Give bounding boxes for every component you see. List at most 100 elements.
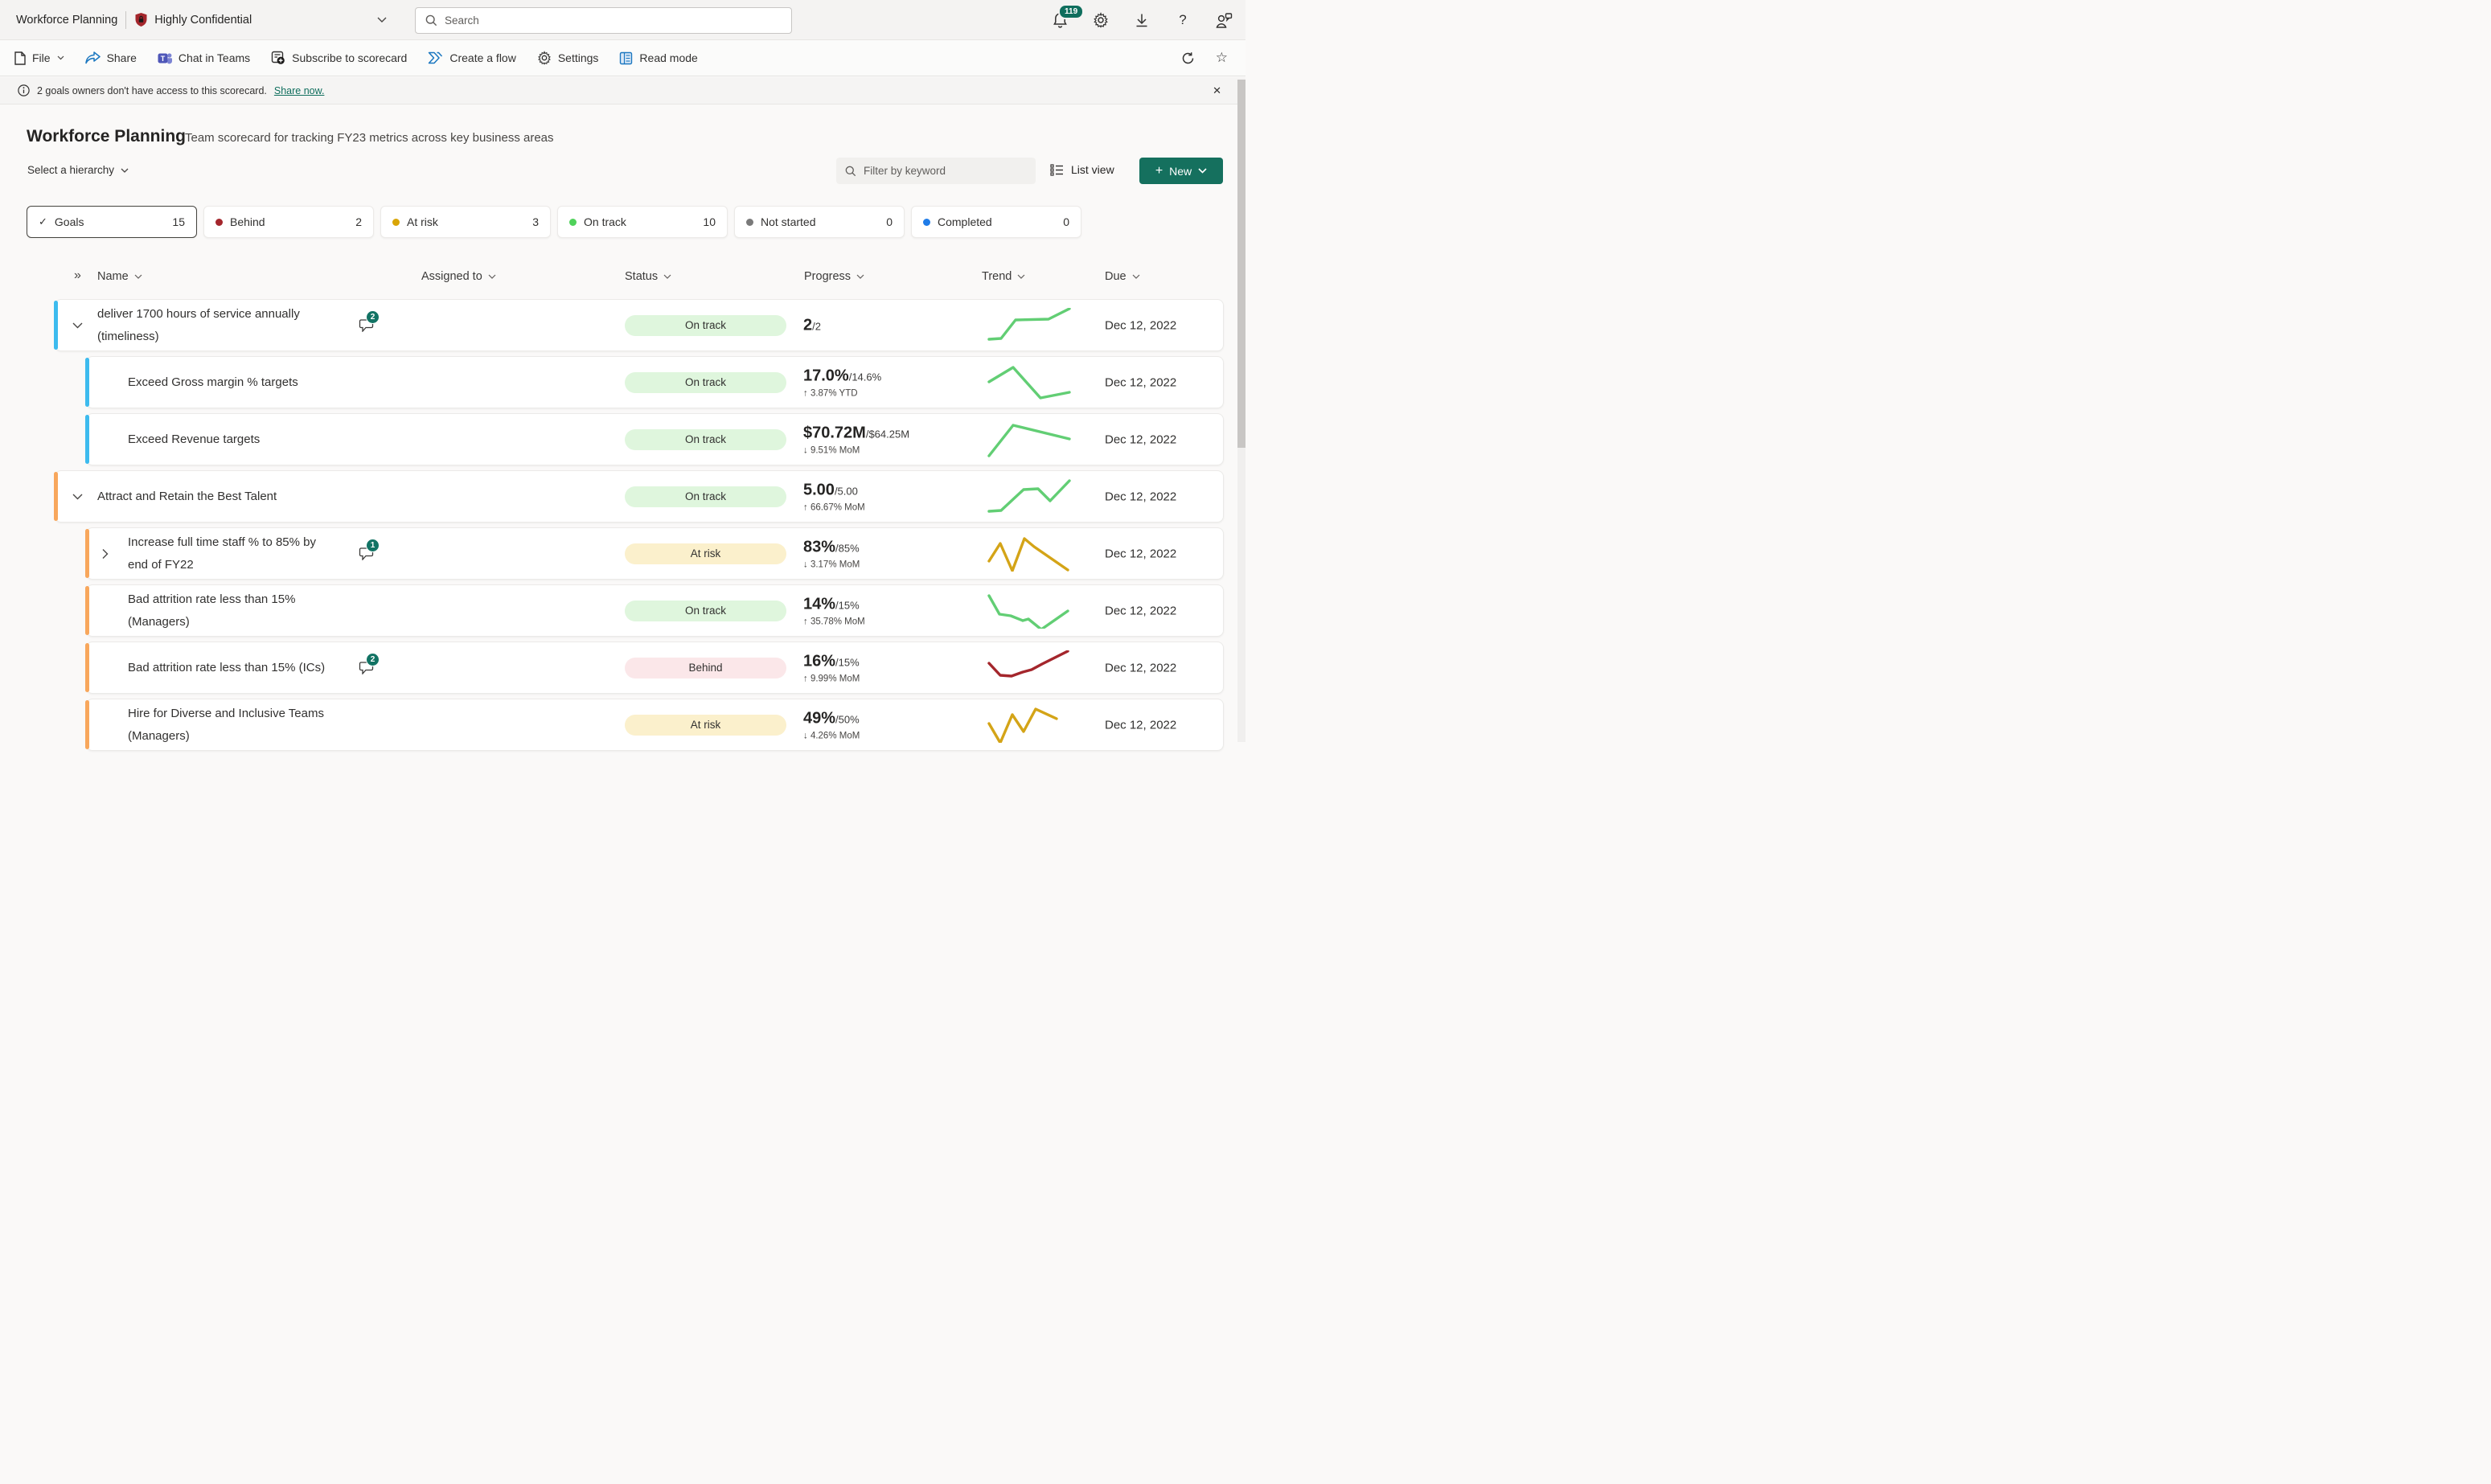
chevron-down-icon <box>377 17 387 23</box>
help-icon[interactable]: ? <box>1179 12 1187 27</box>
comment-bubble-icon[interactable]: 1 <box>359 538 380 562</box>
goal-accent-bar <box>85 529 89 578</box>
scrollbar-thumb[interactable] <box>1237 80 1246 448</box>
command-toolbar: File Share T Chat in Teams Subscribe to … <box>0 40 1246 76</box>
list-view-toggle[interactable]: List view <box>1050 163 1114 176</box>
goal-name[interactable]: Bad attrition rate less than 15% (ICs) <box>128 660 326 674</box>
share-button[interactable]: Share <box>84 51 137 64</box>
subscribe-icon <box>271 51 285 64</box>
expand-all-icon[interactable]: » <box>74 269 81 282</box>
column-header[interactable]: Trend <box>982 270 1025 283</box>
refresh-icon[interactable] <box>1181 51 1195 65</box>
goal-name[interactable]: deliver 1700 hours of service annually (… <box>97 306 300 343</box>
goal-name[interactable]: Exceed Gross margin % targets <box>128 375 298 389</box>
goal-name[interactable]: Hire for Diverse and Inclusive Teams (Ma… <box>128 706 324 743</box>
goal-name[interactable]: Increase full time staff % to 85% by end… <box>128 535 317 572</box>
progress-delta: ↓ 4.26% MoM <box>803 731 860 740</box>
create-flow-button[interactable]: Create a flow <box>428 51 516 64</box>
trend-sparkline <box>987 423 1071 457</box>
feedback-icon[interactable] <box>1215 11 1233 29</box>
column-header[interactable]: Assigned to <box>421 270 496 283</box>
vertical-scrollbar[interactable] <box>1237 80 1246 742</box>
status-filter-chip[interactable]: ✓ Goals 15 <box>27 206 197 238</box>
goal-accent-bar <box>85 643 89 692</box>
keyword-filter[interactable] <box>836 158 1036 184</box>
share-now-link[interactable]: Share now. <box>273 84 325 96</box>
status-filter-chip[interactable]: ✓ On track 10 <box>557 206 728 238</box>
gear-icon[interactable] <box>1092 11 1110 29</box>
progress-delta: ↑ 66.67% MoM <box>803 502 865 512</box>
share-label: Share <box>106 51 137 64</box>
status-dot-icon <box>923 218 930 226</box>
goal-name[interactable]: Exceed Revenue targets <box>128 432 261 446</box>
goal-name[interactable]: Bad attrition rate less than 15% (Manage… <box>128 592 296 629</box>
column-header[interactable]: Status <box>625 270 671 283</box>
hierarchy-selector[interactable]: Select a hierarchy <box>27 164 129 176</box>
column-label: Status <box>625 270 659 283</box>
comment-bubble-icon[interactable]: 2 <box>359 652 380 676</box>
assignee-blurred[interactable] <box>408 310 539 341</box>
goal-name[interactable]: Attract and Retain the Best Talent <box>97 489 277 503</box>
power-automate-icon <box>429 51 443 64</box>
info-icon <box>18 84 30 96</box>
progress-target: /15% <box>835 656 860 668</box>
status-dot-icon <box>569 218 577 226</box>
assignee-blurred[interactable] <box>408 367 539 398</box>
new-button[interactable]: + New <box>1139 158 1223 184</box>
progress-cell: $70.72M/$64.25M ↓ 9.51% MoM <box>803 424 909 455</box>
status-badge[interactable]: On track <box>625 428 786 450</box>
goal-card[interactable] <box>55 299 1224 351</box>
global-search[interactable] <box>415 7 792 34</box>
status-filter-chip[interactable]: ✓ Behind 2 <box>203 206 374 238</box>
check-icon: ✓ <box>39 215 47 228</box>
status-filter-chip[interactable]: ✓ Not started 0 <box>734 206 905 238</box>
list-view-icon <box>1050 163 1063 176</box>
chip-label: Not started <box>761 215 816 228</box>
status-badge[interactable]: On track <box>625 314 786 336</box>
file-icon <box>14 51 26 65</box>
goal-accent-bar <box>85 415 89 464</box>
settings-button[interactable]: Settings <box>537 51 598 65</box>
chat-in-teams-button[interactable]: T Chat in Teams <box>158 51 250 65</box>
close-icon[interactable]: ✕ <box>1213 84 1221 96</box>
expander-chevron[interactable] <box>72 322 83 329</box>
status-badge[interactable]: Behind <box>625 657 786 678</box>
status-badge[interactable]: At risk <box>625 543 786 564</box>
chip-label: On track <box>584 215 626 228</box>
goal-row: Bad attrition rate less than 15% (ICs) 2… <box>0 642 1246 694</box>
download-icon[interactable] <box>1133 11 1151 29</box>
goal-row: Exceed Gross margin % targets On track 1… <box>0 356 1246 408</box>
due-date: Dec 12, 2022 <box>1105 318 1177 332</box>
keyword-filter-input[interactable] <box>864 165 1027 177</box>
column-header[interactable]: Progress <box>804 270 864 283</box>
status-filter-chip[interactable]: ✓ At risk 3 <box>380 206 551 238</box>
sensitivity-selector[interactable]: Highly Confidential <box>134 12 387 27</box>
comment-count-badge: 2 <box>366 652 380 666</box>
notifications-button[interactable]: 119 <box>1051 4 1085 29</box>
search-input[interactable] <box>445 14 782 27</box>
progress-target: /14.6% <box>848 371 882 383</box>
comment-bubble-icon[interactable]: 2 <box>359 310 380 334</box>
status-badge[interactable]: On track <box>625 371 786 393</box>
trend-sparkline <box>987 707 1058 743</box>
goal-card[interactable] <box>86 584 1224 637</box>
favorite-star-icon[interactable]: ☆ <box>1215 50 1228 65</box>
goal-row: Increase full time staff % to 85% by end… <box>0 527 1246 580</box>
column-header[interactable]: Due <box>1105 270 1140 283</box>
chip-label: Goals <box>54 215 84 228</box>
file-menu[interactable]: File <box>14 51 64 65</box>
status-badge[interactable]: On track <box>625 486 786 507</box>
divider <box>125 10 127 29</box>
column-header[interactable]: Name <box>97 270 142 283</box>
column-label: Progress <box>804 270 852 283</box>
column-label: Trend <box>982 270 1012 283</box>
expander-chevron[interactable] <box>72 494 83 500</box>
expander-chevron[interactable] <box>102 548 109 559</box>
status-filter-chip[interactable]: ✓ Completed 0 <box>911 206 1081 238</box>
status-badge[interactable]: On track <box>625 600 786 621</box>
due-date: Dec 12, 2022 <box>1105 375 1177 389</box>
subscribe-button[interactable]: Subscribe to scorecard <box>271 51 407 65</box>
status-badge[interactable]: At risk <box>625 714 786 736</box>
search-icon <box>845 166 856 177</box>
read-mode-button[interactable]: Read mode <box>619 51 698 65</box>
